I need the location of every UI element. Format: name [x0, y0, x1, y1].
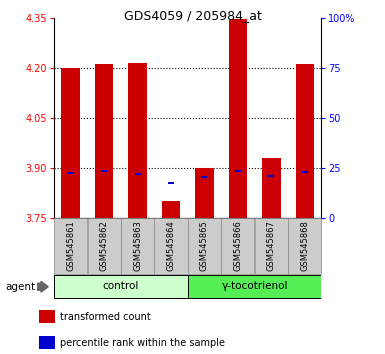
- Bar: [195, 169, 214, 218]
- Bar: [235, 170, 241, 172]
- Bar: [201, 176, 208, 178]
- Bar: [168, 182, 174, 184]
- Bar: [128, 63, 147, 218]
- Text: GDS4059 / 205984_at: GDS4059 / 205984_at: [124, 9, 261, 22]
- Bar: [302, 171, 308, 173]
- FancyArrow shape: [37, 281, 48, 292]
- FancyBboxPatch shape: [54, 218, 87, 274]
- Bar: [134, 173, 141, 175]
- Bar: [268, 175, 275, 177]
- Bar: [296, 64, 314, 218]
- Text: agent: agent: [6, 282, 36, 292]
- FancyBboxPatch shape: [121, 218, 154, 274]
- FancyBboxPatch shape: [221, 218, 254, 274]
- FancyBboxPatch shape: [288, 218, 321, 274]
- Bar: [68, 172, 74, 175]
- Text: transformed count: transformed count: [60, 312, 151, 322]
- Bar: [95, 64, 113, 218]
- Text: percentile rank within the sample: percentile rank within the sample: [60, 338, 224, 348]
- Bar: [101, 170, 107, 172]
- Text: γ-tocotrienol: γ-tocotrienol: [221, 281, 288, 291]
- Bar: [62, 68, 80, 218]
- FancyBboxPatch shape: [54, 275, 187, 298]
- Text: GSM545867: GSM545867: [267, 220, 276, 271]
- Bar: [39, 336, 55, 349]
- Text: control: control: [103, 281, 139, 291]
- Bar: [39, 310, 55, 323]
- Text: GSM545864: GSM545864: [166, 220, 176, 271]
- Bar: [162, 201, 180, 218]
- Text: GSM545861: GSM545861: [66, 220, 75, 271]
- Text: GSM545863: GSM545863: [133, 220, 142, 271]
- Bar: [262, 158, 281, 218]
- Text: GSM545866: GSM545866: [233, 220, 243, 271]
- FancyBboxPatch shape: [154, 218, 187, 274]
- Text: GSM545868: GSM545868: [300, 220, 309, 271]
- Text: GSM545862: GSM545862: [100, 220, 109, 271]
- FancyBboxPatch shape: [188, 275, 321, 298]
- FancyBboxPatch shape: [255, 218, 288, 274]
- Text: GSM545865: GSM545865: [200, 220, 209, 271]
- FancyBboxPatch shape: [87, 218, 121, 274]
- Bar: [229, 19, 247, 218]
- FancyBboxPatch shape: [188, 218, 221, 274]
